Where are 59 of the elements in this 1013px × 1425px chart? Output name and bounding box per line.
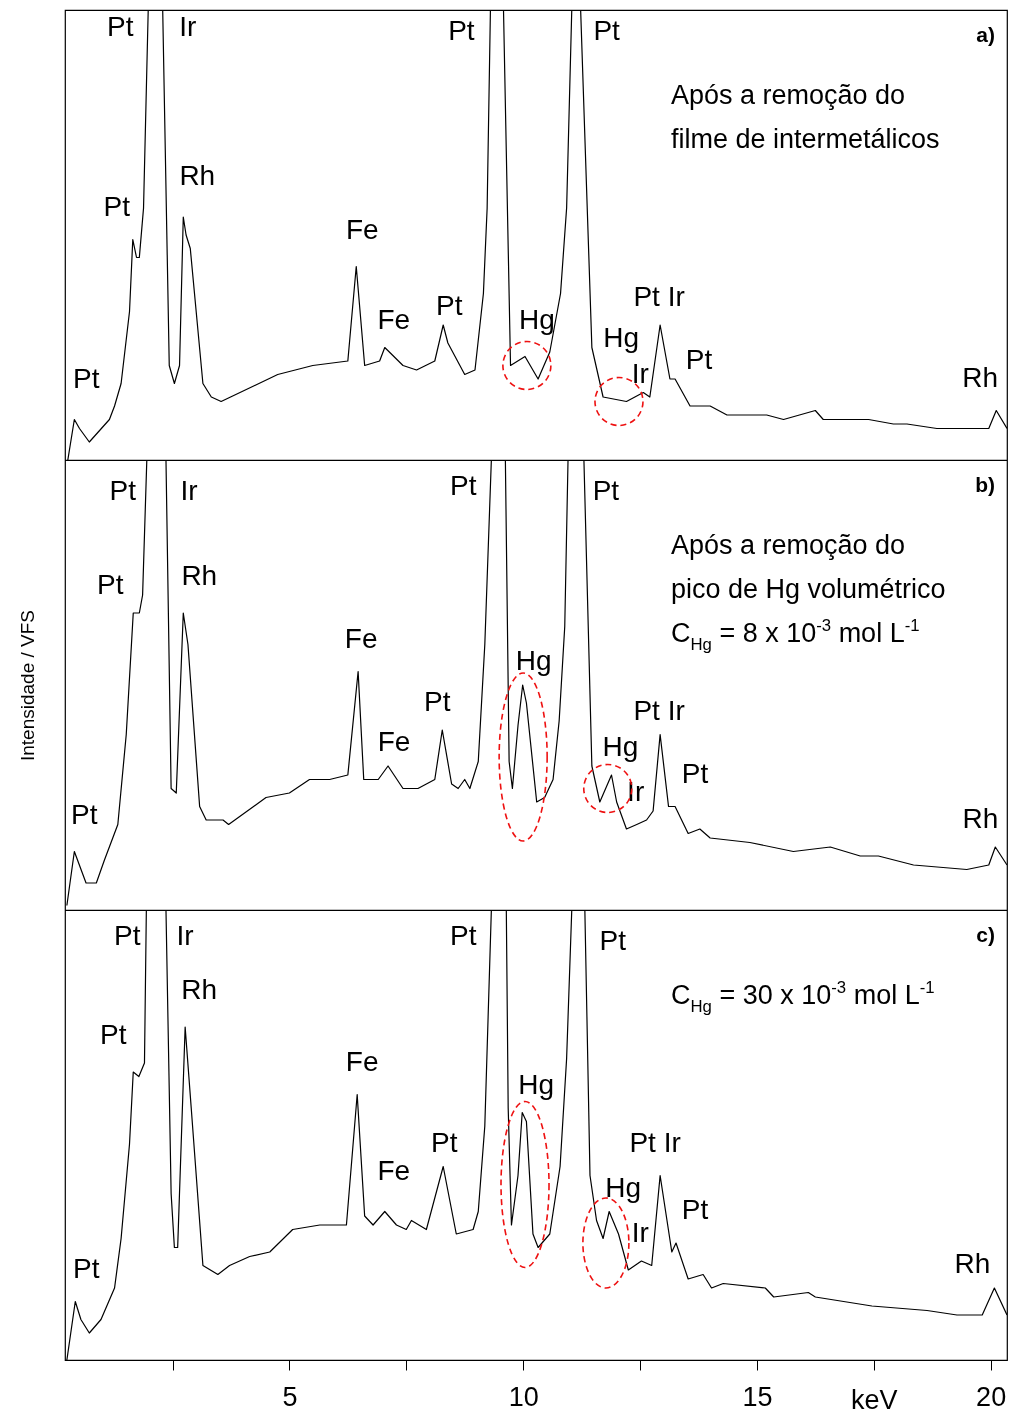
annotation: Fe xyxy=(345,213,379,245)
annotation: Pt xyxy=(97,569,124,600)
annotation: Pt xyxy=(109,475,137,506)
annotation: Ir xyxy=(180,475,198,506)
annotation: Fe xyxy=(377,1154,411,1186)
annotation: Ir xyxy=(179,11,197,42)
x-axis-title: keV xyxy=(851,1384,898,1415)
annotation: Pt xyxy=(681,1194,709,1225)
annotation: Rh xyxy=(962,803,999,834)
annotation: Pt xyxy=(430,1126,458,1158)
annotation: Fe xyxy=(345,1045,379,1077)
annotation: Ir xyxy=(176,920,194,951)
annotation: Pt xyxy=(103,190,131,222)
annotation: C$_{Hg}$ = 30 x 10$^{-3}$ mol L$^{-1}$ xyxy=(671,977,935,1017)
annotation: Pt xyxy=(100,1019,127,1050)
x-tick-label: 10 xyxy=(508,1381,539,1412)
annotation: Pt xyxy=(114,920,141,951)
annotation: Pt xyxy=(71,798,98,830)
annotation: Rh xyxy=(181,560,218,591)
annotation: Rh xyxy=(181,974,218,1005)
annotation: Rh xyxy=(179,160,216,191)
annotation: Hg xyxy=(518,1068,555,1100)
annotation: Pt xyxy=(73,362,100,394)
annotation: Pt xyxy=(599,925,627,956)
annotation: Ir xyxy=(631,1217,649,1248)
annotation: Pt xyxy=(424,686,451,717)
annotation: Rh xyxy=(954,1248,991,1279)
annotation: Hg xyxy=(603,322,639,353)
annotation: b) xyxy=(975,473,995,496)
annotation: Pt xyxy=(450,920,477,951)
annotation: Pt xyxy=(448,15,475,46)
annotation: Pt xyxy=(681,757,709,789)
annotation: Fe xyxy=(377,726,411,757)
annotation: Fe xyxy=(344,622,378,654)
x-tick-label: 20 xyxy=(976,1381,1007,1412)
annotation: Após a remoção do filme de intermetálicos xyxy=(671,80,940,154)
annotation: Hg xyxy=(602,731,639,762)
x-tick-label: 15 xyxy=(742,1381,773,1412)
annotation: C$_{Hg}$ = 8 x 10$^{-3}$ mol L$^{-1}$ xyxy=(671,615,920,655)
y-axis-title: Intensidade / VFS xyxy=(16,609,38,762)
annotation: c) xyxy=(976,923,995,946)
annotation: Pt xyxy=(435,290,463,321)
annotation: Fe xyxy=(377,303,411,335)
annotation: Pt xyxy=(450,470,477,501)
annotation: Ir xyxy=(631,357,649,389)
annotation: Pt Ir xyxy=(633,281,685,312)
annotation: a) xyxy=(976,23,995,46)
annotation: Hg xyxy=(515,645,552,676)
annotation: Pt xyxy=(593,15,621,46)
annotation: Hg xyxy=(605,1171,642,1203)
annotation: Pt Ir xyxy=(629,1126,681,1158)
annotation: Pt xyxy=(592,475,620,506)
annotation: Pt Ir xyxy=(633,694,685,726)
annotation: Hg xyxy=(519,303,555,335)
annotation: Pt xyxy=(106,11,134,42)
annotation: Pt xyxy=(73,1252,100,1284)
x-tick-label: 5 xyxy=(282,1381,298,1412)
annotation: Rh xyxy=(962,361,999,393)
annotation: Pt xyxy=(685,344,713,375)
